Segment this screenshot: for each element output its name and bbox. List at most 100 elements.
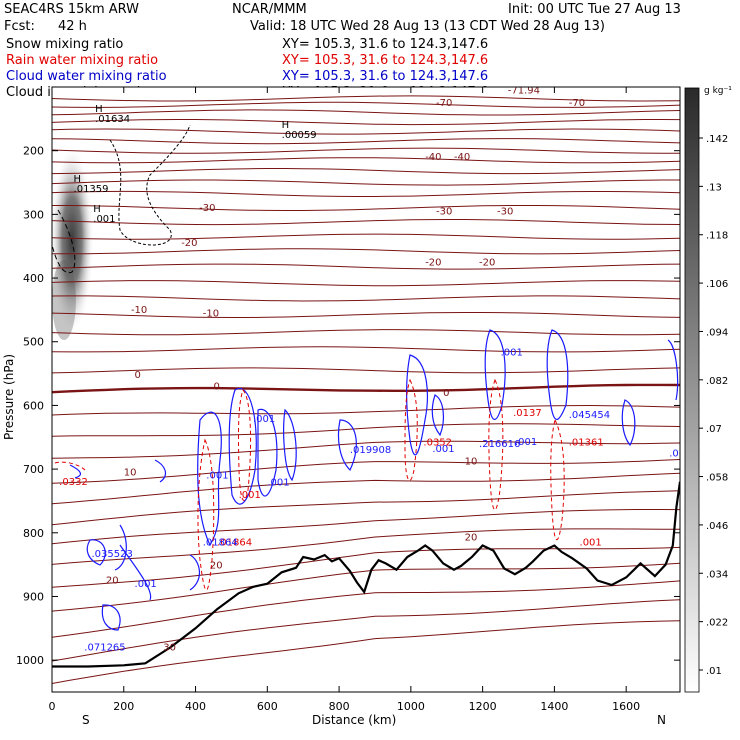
contour-value-label: .001 — [432, 444, 454, 455]
x-tick-label: 1400 — [540, 700, 568, 713]
temperature-contour — [52, 147, 680, 154]
temperature-contour — [52, 367, 680, 374]
rain-water-contours — [54, 378, 565, 591]
legend-label-2: Cloud water mixing ratio — [6, 69, 167, 84]
temperature-contour — [52, 119, 680, 126]
temperature-contour — [52, 205, 680, 211]
y-tick-label: 500 — [23, 336, 44, 349]
y-tick-label: 600 — [23, 399, 44, 412]
snow-maxima-labels: .01864 — [203, 538, 238, 549]
contour-value-label: -20 — [181, 238, 197, 249]
temperature-contour — [52, 248, 680, 255]
x-tick-label: 1600 — [612, 700, 640, 713]
contour-value-label: .001 — [501, 348, 523, 359]
contour-value-label: .0352 — [423, 438, 452, 449]
contour-value-label: .001 — [135, 579, 157, 590]
y-tick-label: 200 — [23, 145, 44, 158]
temperature-contour — [52, 168, 680, 175]
cloud-ice-core — [52, 260, 76, 340]
contour-value-label: 10 — [465, 457, 478, 468]
temperature-contour — [52, 109, 680, 116]
contour-value-label: -70 — [569, 98, 585, 109]
colorbar-tick-label: .106 — [706, 279, 728, 290]
contour-value-label: .001 — [239, 490, 261, 501]
contour-value-label: .216616 — [479, 439, 520, 450]
contour-value-label: -20 — [425, 257, 441, 268]
contour-value-label: .01864 — [203, 538, 238, 549]
org-label: NCAR/MMM — [232, 2, 307, 17]
colorbar-tick-label: .13 — [706, 182, 722, 193]
y-tick-label: 300 — [23, 208, 44, 221]
x-tick-label: 0 — [49, 700, 56, 713]
contour-value-label: -30 — [199, 203, 215, 214]
colorbar-tick-label: .034 — [706, 569, 728, 580]
temperature-contour — [52, 219, 680, 226]
max-marker-h: H — [74, 174, 82, 185]
temperature-labels: -70 -70 -71.94 -40 -40 -30 -30 -30 -20 -20 -20 -10 -… — [106, 85, 585, 654]
temperature-contour — [52, 472, 680, 505]
temperature-contour — [52, 620, 680, 684]
max-marker-h: H — [95, 104, 103, 115]
colorbar-tick-label: .082 — [706, 376, 728, 387]
contour-value-label: .01634 — [95, 114, 130, 125]
contour-value-label: 0 — [443, 388, 449, 399]
init-time: Init: 00 UTC Tue 27 Aug 13 — [508, 2, 681, 17]
legend-xy-2: XY= 105.3, 31.6 to 124.3,147.6 — [282, 69, 488, 84]
contour-value-label: .001 — [253, 414, 275, 425]
contour-value-label: 20 — [106, 576, 119, 587]
contour-value-label: 30 — [163, 643, 176, 654]
contour-value-label: 0 — [213, 382, 219, 393]
x-tick-label: 1000 — [397, 700, 425, 713]
temperature-contour — [52, 312, 680, 318]
colorbar — [684, 87, 700, 693]
contour-value-label: .001 — [515, 437, 537, 448]
cloud-maxima-labels: .019908 .216616 .045454 .035523 .071265 .001.… — [84, 348, 680, 654]
contour-value-label: -71.94 — [508, 85, 540, 96]
x-axis-label: Distance (km) — [312, 713, 396, 727]
contour-value-label: -40 — [425, 152, 441, 163]
colorbar-tick-label: .01 — [706, 666, 722, 677]
contour-value-label: -30 — [497, 206, 513, 217]
colorbar-unit: g kg⁻¹ — [704, 86, 732, 96]
colorbar-tick-label: .142 — [706, 134, 728, 145]
snow-contour — [109, 124, 191, 246]
contour-value-label: .045454 — [569, 410, 610, 421]
contour-value-label: -40 — [454, 152, 470, 163]
colorbar-ticks: .01 .022 .034 .046 .058 .07 .082 .094 .106 .118 .1… — [699, 134, 728, 677]
max-marker-h: H — [282, 120, 290, 131]
x-tick-label: 800 — [329, 700, 350, 713]
legend-xy-0: XY= 105.3, 31.6 to 124.3,147.6 — [282, 37, 488, 52]
y-tick-label: 1000 — [16, 654, 44, 667]
contour-value-label: 10 — [124, 467, 137, 478]
temperature-contour — [52, 95, 680, 102]
legend-label-1: Rain water mixing ratio — [6, 53, 158, 68]
contour-value-label: 20 — [465, 532, 478, 543]
y-tick-label: 700 — [23, 463, 44, 476]
y-axis-label: Pressure (hPa) — [2, 354, 16, 440]
x-end-south: S — [82, 713, 90, 727]
contour-value-label: -20 — [479, 257, 495, 268]
contour-value-label: -10 — [131, 305, 147, 316]
temperature-contour — [52, 233, 680, 240]
contour-value-label: .001 — [580, 538, 602, 549]
contour-value-label: .00059 — [282, 130, 317, 141]
legend-label-0: Snow mixing ratio — [6, 37, 123, 52]
temperature-contour — [52, 599, 680, 662]
x-axis: 0 200 400 600 800 1000 1200 1400 1600 — [49, 87, 640, 713]
x-tick-label: 600 — [257, 700, 278, 713]
contour-value-label: .071265 — [84, 643, 125, 654]
ice-contour — [52, 209, 76, 274]
colorbar-tick-label: .022 — [706, 618, 728, 629]
contour-value-label: .001 — [93, 214, 115, 225]
temperature-contour — [52, 101, 680, 108]
temperature-contour — [52, 404, 680, 416]
freezing-level-contour — [52, 383, 680, 394]
x-tick-label: 400 — [185, 700, 206, 713]
contour-value-label: -70 — [436, 98, 452, 109]
temperature-contour — [52, 346, 680, 353]
temperature-contour — [52, 190, 680, 197]
y-tick-label: 900 — [23, 590, 44, 603]
fcst-value: 42 h — [58, 19, 87, 34]
y-tick-label: 800 — [23, 527, 44, 540]
temperature-contour — [52, 459, 680, 484]
